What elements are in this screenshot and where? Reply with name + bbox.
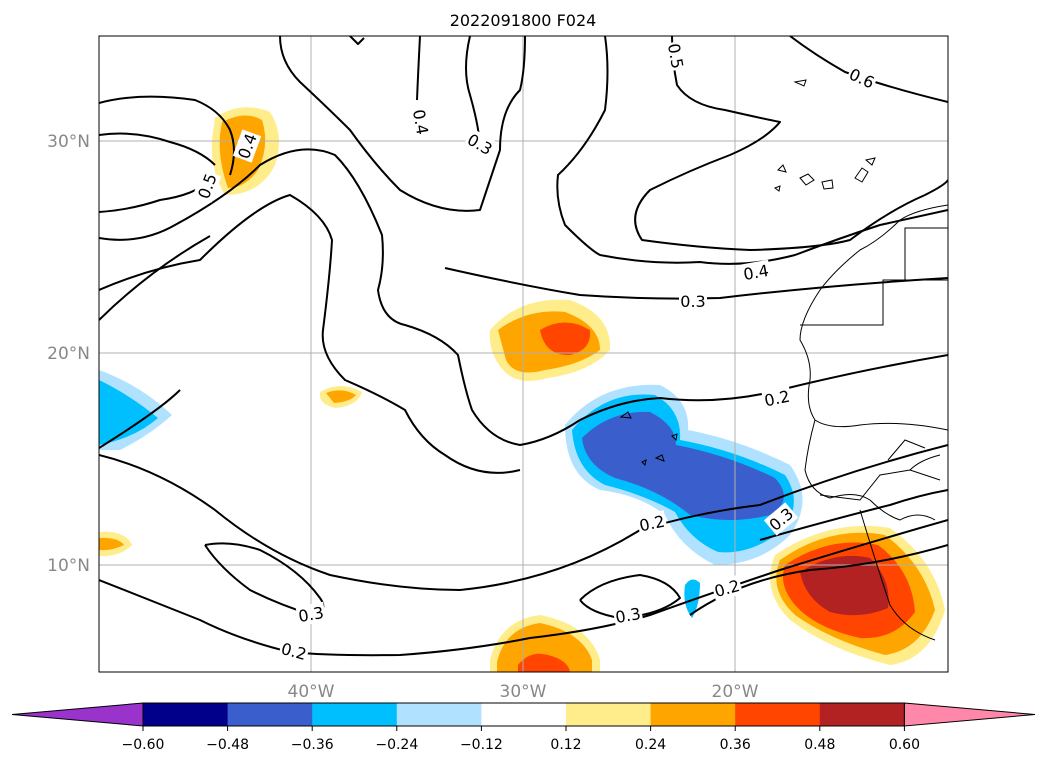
colorbar-extend-low (11, 702, 144, 727)
colorbar-tick-label: 0.36 (720, 737, 751, 753)
shade-blob-south-peak (518, 653, 570, 672)
map-title: 2022091800 F024 (450, 11, 597, 30)
contour-label: 0.4 (742, 261, 770, 284)
lat-label: 20°N (47, 344, 90, 364)
shade-blue-band-core (582, 411, 784, 520)
colorbar-tick-label: −0.60 (122, 737, 165, 753)
colorbar-tick-label: −0.36 (291, 737, 334, 753)
colorbar-swatch (566, 703, 652, 726)
shade-blue-streak (684, 579, 700, 618)
lon-label: 20°W (712, 682, 759, 702)
lon-label: 30°W (500, 682, 547, 702)
colorbar-swatch (481, 703, 567, 726)
colorbar-extend-high (903, 702, 1036, 727)
lon-label: 40°W (288, 682, 335, 702)
shade-blob-south-core (497, 623, 592, 672)
colorbar-tick-label: −0.12 (460, 737, 503, 753)
colorbar-swatch (396, 703, 482, 726)
colorbar-tick-label: 0.48 (804, 737, 835, 753)
colorbar-frame (142, 702, 905, 727)
map-plot-area: 0.5 0.6 0.4 0.3 0.4 0.5 0.4 0.3 0.2 0.2 … (99, 36, 948, 672)
lat-label: 10°N (47, 556, 90, 576)
shade-blob-se-dark (800, 555, 889, 616)
contour-label: 0.2 (763, 387, 792, 411)
plot-frame (98, 35, 949, 673)
colorbar-swatch (312, 703, 398, 726)
shade-orange-west-core (99, 537, 124, 551)
colorbar-swatch (143, 703, 229, 726)
contour-label: 0.3 (297, 603, 325, 626)
shade-blob-small-core (326, 390, 356, 403)
contour-label: 0.5 (664, 42, 687, 70)
colorbar-tick-label: −0.48 (206, 737, 249, 753)
contour-label: 0.4 (409, 108, 432, 136)
colorbar-swatch (227, 703, 313, 726)
colorbar-tick-label: 0.24 (635, 737, 666, 753)
colorbar-swatch (650, 703, 736, 726)
shade-blue-west-core (99, 380, 158, 445)
contour-label: 0.3 (680, 292, 705, 311)
colorbar-tick-label: 0.60 (889, 737, 920, 753)
contour-label: 0.3 (614, 604, 642, 627)
shade-blob-center-peak (540, 322, 591, 356)
colorbar-tick-label: −0.24 (375, 737, 418, 753)
contour-label: 0.2 (638, 512, 667, 536)
colorbar-swatch (819, 703, 905, 726)
lat-label: 30°N (47, 132, 90, 152)
colorbar-tick-label: 0.12 (550, 737, 581, 753)
colorbar-swatch (735, 703, 821, 726)
colorbar: −0.60 −0.48 −0.36 −0.24 −0.12 0.12 0.24 0.36 0.4… (11, 702, 1036, 753)
